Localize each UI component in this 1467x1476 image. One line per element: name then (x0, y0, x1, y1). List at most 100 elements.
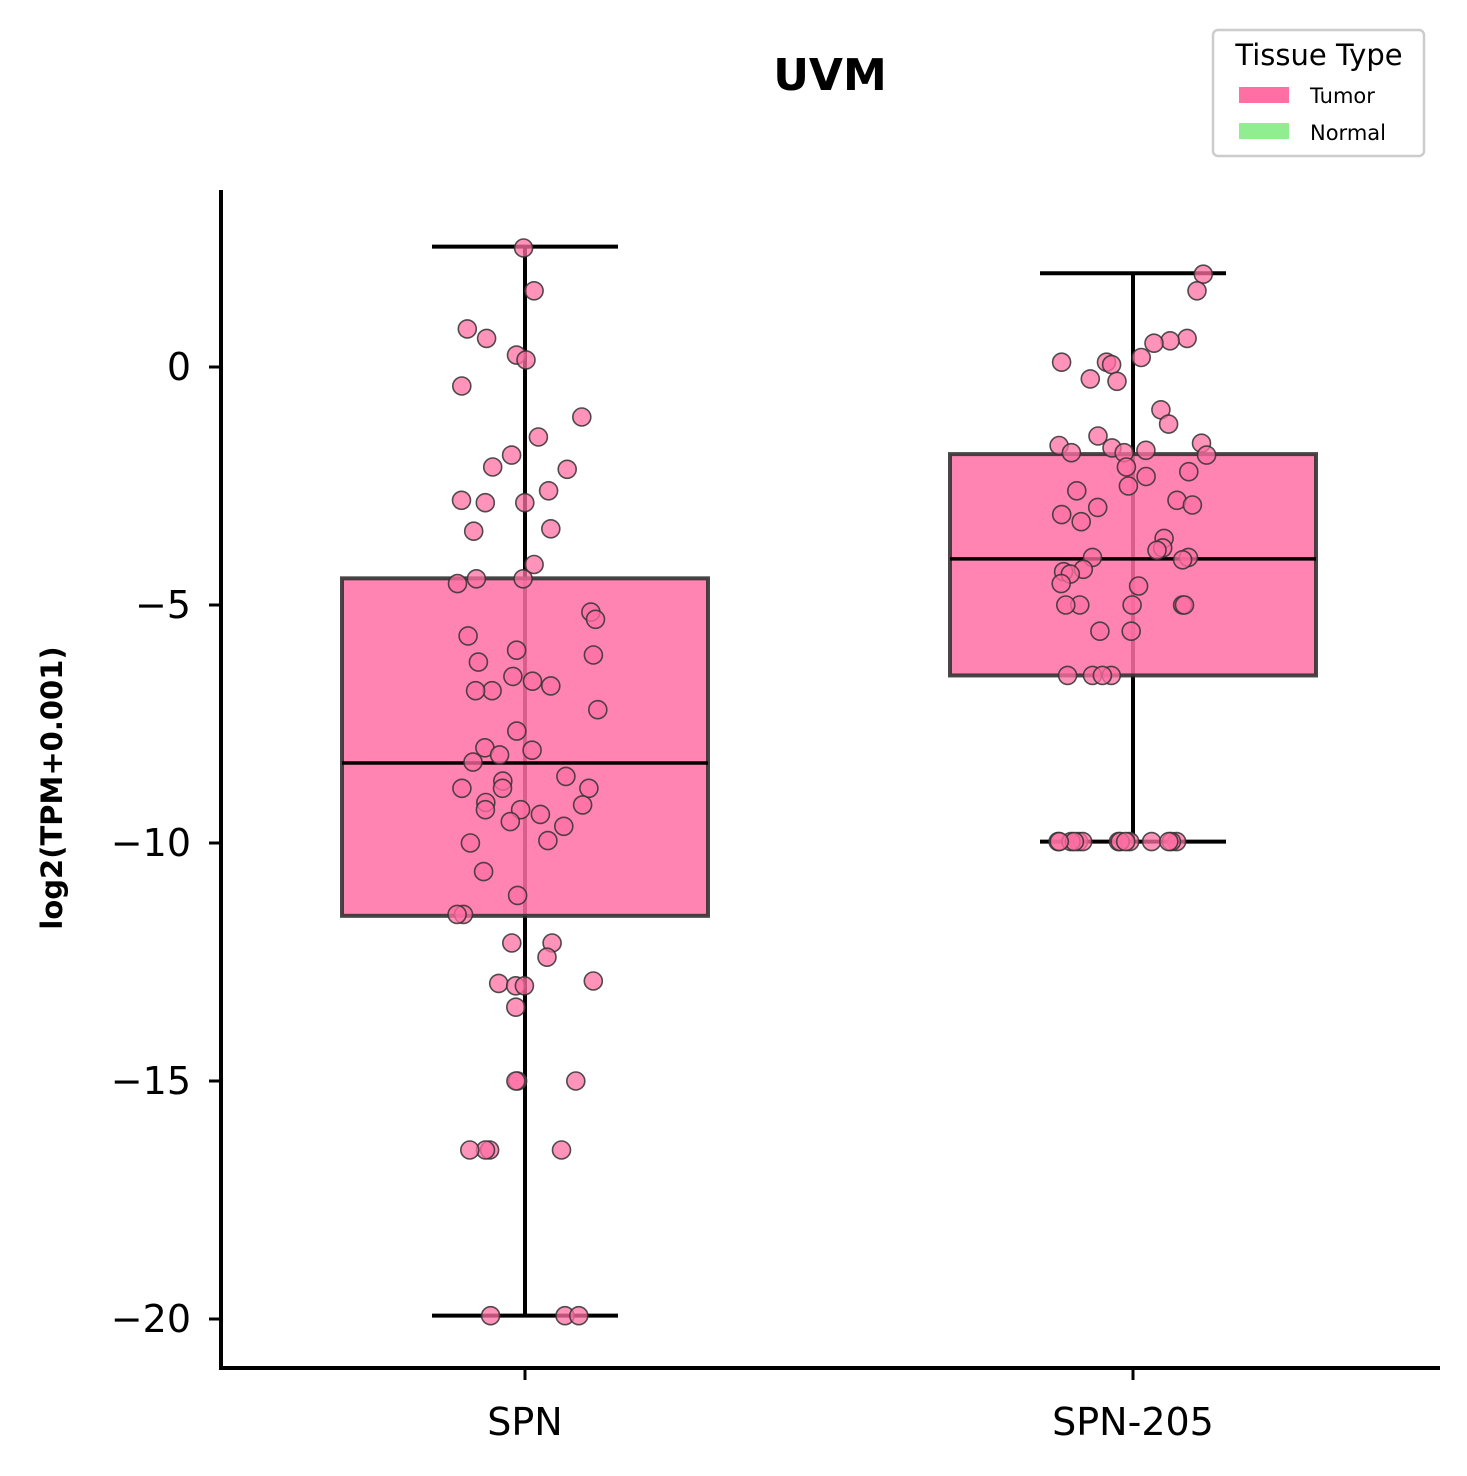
data-point (1182, 495, 1203, 515)
data-point (1088, 426, 1108, 446)
axes: 0 −5 −10 −15 −20 SPN SPN-205 (111, 190, 1440, 1444)
plot-area (340, 238, 1318, 1326)
data-point (1049, 831, 1070, 852)
data-point (452, 778, 472, 799)
y-tick-label: −10 (111, 821, 191, 865)
box-group-0 (340, 238, 710, 1326)
data-point (1159, 831, 1179, 852)
y-axis-label: log2(TPM+0.001) (35, 646, 69, 929)
data-point (571, 407, 592, 427)
data-point (451, 376, 472, 396)
legend-label-normal: Normal (1310, 121, 1386, 145)
data-point (1136, 440, 1156, 461)
data-point (482, 680, 502, 701)
data-point (1116, 457, 1137, 477)
x-tick-label: SPN-205 (1052, 1400, 1214, 1444)
box-group-1 (948, 264, 1318, 852)
data-point (1051, 504, 1072, 525)
data-point (1160, 330, 1180, 351)
data-point (447, 573, 468, 594)
y-tick-label: −5 (135, 583, 191, 627)
data-point (540, 676, 561, 696)
legend-title: Tissue Type (1234, 38, 1402, 72)
data-point (1107, 371, 1127, 392)
data-point (489, 745, 510, 765)
data-point (1158, 414, 1179, 434)
data-point (557, 459, 578, 480)
data-point (1090, 621, 1110, 642)
data-point (1118, 476, 1139, 496)
data-point (476, 328, 497, 349)
data-point (1056, 595, 1076, 615)
x-tick-label: SPN (487, 1400, 562, 1444)
data-point (572, 795, 593, 815)
data-point (1147, 540, 1167, 561)
data-point (1101, 354, 1122, 375)
data-point (1196, 445, 1217, 465)
data-point (538, 830, 558, 851)
y-tick-label: −20 (111, 1297, 191, 1341)
data-point (1057, 665, 1078, 686)
data-point (1061, 442, 1082, 463)
chart-title: UVM (773, 50, 887, 101)
data-point (1144, 333, 1164, 354)
data-point (583, 645, 604, 665)
data-point (507, 885, 528, 906)
data-point (1141, 831, 1162, 852)
data-point (482, 457, 503, 477)
data-point (492, 778, 513, 799)
data-point (1174, 595, 1195, 615)
y-tick-label: −15 (111, 1059, 191, 1103)
data-point (451, 490, 472, 511)
data-point (1122, 595, 1142, 615)
data-point (1131, 347, 1151, 368)
data-point (1087, 497, 1108, 518)
data-point (460, 833, 481, 853)
data-point (1115, 831, 1136, 852)
data-point (1193, 264, 1214, 285)
data-point (565, 1071, 586, 1091)
data-point (1092, 665, 1113, 686)
data-point (530, 804, 551, 825)
legend-swatch-normal (1239, 123, 1289, 139)
data-point (1172, 549, 1193, 570)
data-point (587, 699, 608, 720)
data-point (585, 609, 606, 630)
legend-swatch-tumor (1239, 87, 1289, 103)
data-point (1128, 576, 1149, 596)
data-point (568, 1305, 589, 1326)
data-point (506, 640, 527, 661)
data-point (579, 778, 599, 799)
data-point (583, 971, 604, 991)
data-point (514, 975, 535, 996)
data-point (538, 480, 559, 501)
data-point (463, 521, 484, 542)
data-point (463, 752, 483, 772)
data-point (505, 997, 526, 1018)
data-point (459, 1140, 480, 1160)
data-point (514, 492, 535, 513)
legend: Tissue Type Tumor Normal (1211, 28, 1426, 158)
data-point (524, 554, 544, 575)
data-point (1080, 369, 1101, 389)
data-point (537, 947, 557, 968)
data-point (522, 671, 543, 692)
data-point (457, 319, 478, 339)
data-point (516, 350, 536, 370)
data-point (524, 280, 544, 301)
data-point (506, 721, 527, 741)
data-point (513, 568, 533, 589)
data-point (503, 666, 523, 687)
data-point (1121, 621, 1141, 642)
data-point (513, 238, 534, 258)
data-point (1179, 461, 1199, 482)
data-point (528, 427, 549, 447)
data-point (500, 811, 521, 832)
data-point (465, 680, 486, 701)
data-point (1187, 280, 1207, 301)
data-point (556, 766, 576, 787)
data-point (551, 1140, 572, 1160)
data-point (1071, 511, 1091, 532)
data-point (468, 652, 489, 672)
